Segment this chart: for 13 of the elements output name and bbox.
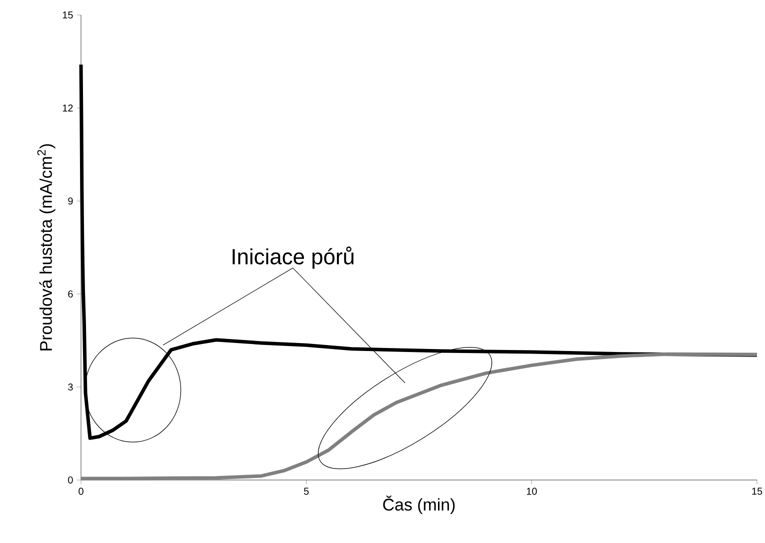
x-tick-label: 15 — [752, 488, 762, 495]
y-tick-label: 15 — [62, 12, 73, 18]
y-tick-label: 3 — [68, 383, 73, 391]
x-tick-label: 5 — [304, 488, 309, 495]
x-tick-label: 10 — [526, 488, 537, 495]
x-axis-title: Čas (min) — [383, 496, 455, 514]
x-tick-label: 0 — [78, 488, 84, 495]
y-axis-title: Proudová hustota (mA/cm$^{2}$) — [37, 144, 56, 350]
y-tick-label: 6 — [68, 290, 73, 298]
annotation: Iniciace pórů — [232, 246, 354, 269]
y-tick-label: 0 — [68, 476, 73, 484]
y-tick-label: 12 — [62, 104, 73, 112]
y-tick-label: 9 — [68, 197, 73, 205]
